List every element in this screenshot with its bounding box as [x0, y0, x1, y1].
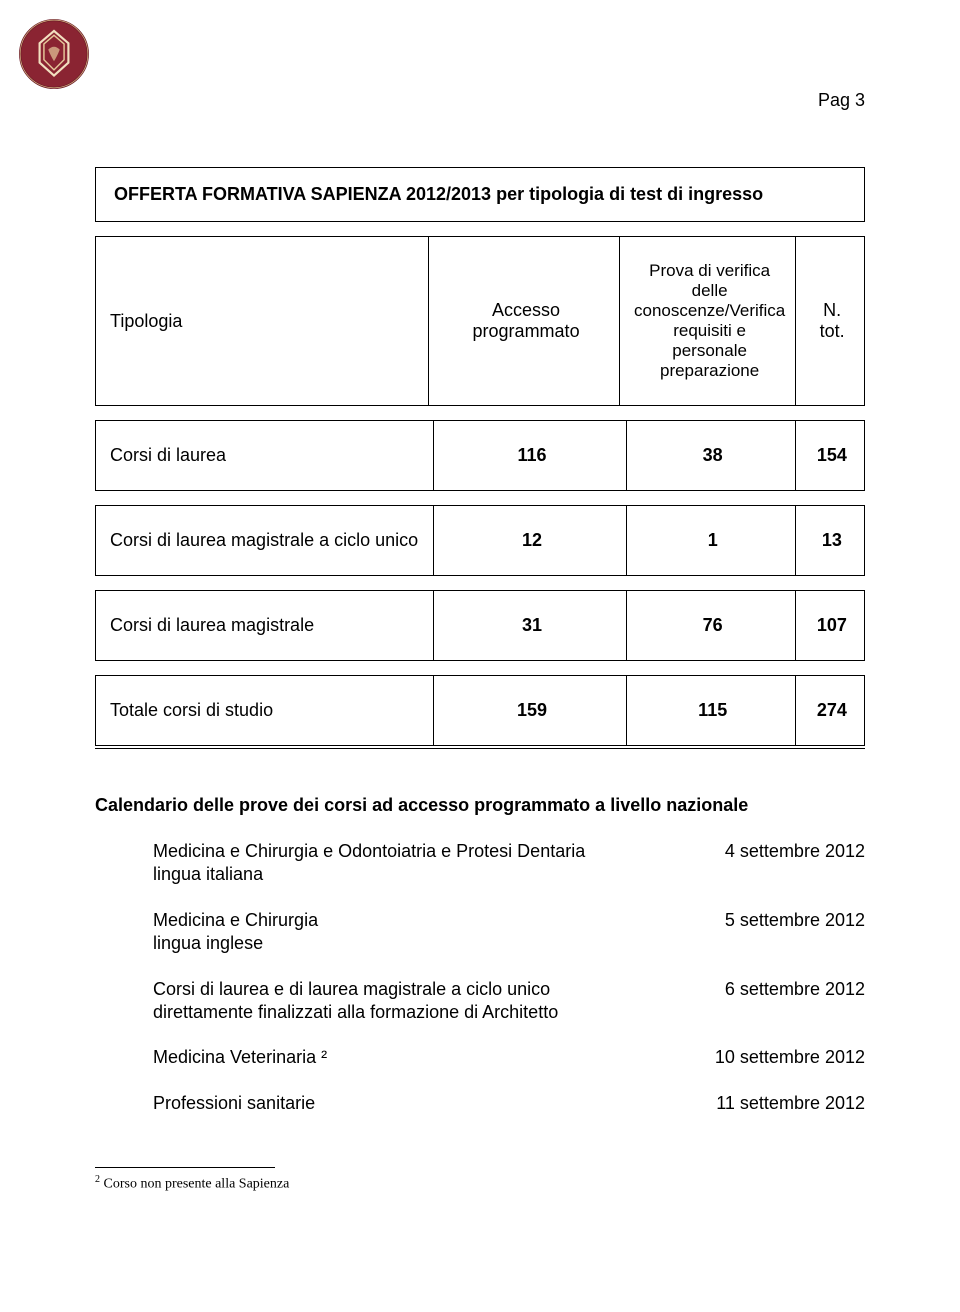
- courses-table: OFFERTA FORMATIVA SAPIENZA 2012/2013 per…: [95, 167, 865, 222]
- calendar-item-left: Professioni sanitarie: [153, 1092, 315, 1115]
- total-c2: 159: [434, 676, 626, 748]
- row-c4: 13: [795, 506, 864, 576]
- footnote-rule: [95, 1167, 275, 1168]
- table-row: Corsi di laurea 116 38 154: [95, 420, 865, 491]
- header-ntot: N. tot.: [796, 237, 865, 406]
- calendar-item-right: 6 settembre 2012: [725, 978, 865, 1025]
- calendar-item: Professioni sanitarie 11 settembre 2012: [153, 1092, 865, 1115]
- row-c3: 1: [626, 506, 795, 576]
- calendar-item-left: Medicina e Chirurgia lingua inglese: [153, 909, 318, 956]
- row-c2: 116: [434, 421, 626, 491]
- courses-header-row: Tipologia Accesso programmato Prova di v…: [95, 236, 865, 406]
- calendar-title: Calendario delle prove dei corsi ad acce…: [95, 795, 865, 816]
- calendar-item-right: 4 settembre 2012: [725, 840, 865, 887]
- university-logo: [18, 18, 90, 90]
- calendar-item-left: Corsi di laurea e di laurea magistrale a…: [153, 978, 623, 1025]
- table-total-row: Totale corsi di studio 159 115 274: [95, 675, 865, 749]
- header-prova: Prova di verifica delle conoscenze/Verif…: [620, 237, 796, 406]
- row-c4: 154: [795, 421, 864, 491]
- calendar-item-right: 5 settembre 2012: [725, 909, 865, 956]
- row-c2: 31: [434, 591, 626, 661]
- calendar-item-left: Medicina Veterinaria ²: [153, 1046, 327, 1069]
- row-label: Corsi di laurea magistrale a ciclo unico: [96, 506, 434, 576]
- footnote-text: Corso non presente alla Sapienza: [100, 1177, 289, 1192]
- table-row: Corsi di laurea magistrale a ciclo unico…: [95, 505, 865, 576]
- calendar-item-left: Medicina e Chirurgia e Odontoiatria e Pr…: [153, 840, 623, 887]
- header-tipologia: Tipologia: [96, 237, 429, 406]
- row-label: Corsi di laurea magistrale: [96, 591, 434, 661]
- calendar-item-right: 10 settembre 2012: [715, 1046, 865, 1069]
- page-number: Pag 3: [95, 90, 865, 111]
- row-c3: 38: [626, 421, 795, 491]
- calendar-item: Medicina Veterinaria ² 10 settembre 2012: [153, 1046, 865, 1069]
- calendar-item: Corsi di laurea e di laurea magistrale a…: [153, 978, 865, 1025]
- row-label: Corsi di laurea: [96, 421, 434, 491]
- row-c3: 76: [626, 591, 795, 661]
- total-c4: 274: [795, 676, 864, 748]
- table-title: OFFERTA FORMATIVA SAPIENZA 2012/2013 per…: [96, 168, 865, 222]
- footnote: 2 Corso non presente alla Sapienza: [95, 1174, 865, 1193]
- calendar-item: Medicina e Chirurgia lingua inglese 5 se…: [153, 909, 865, 956]
- table-row: Corsi di laurea magistrale 31 76 107: [95, 590, 865, 661]
- total-label: Totale corsi di studio: [96, 676, 434, 748]
- header-accesso: Accesso programmato: [429, 237, 620, 406]
- calendar-item-right: 11 settembre 2012: [716, 1092, 865, 1115]
- row-c4: 107: [795, 591, 864, 661]
- row-c2: 12: [434, 506, 626, 576]
- calendar-list: Medicina e Chirurgia e Odontoiatria e Pr…: [95, 840, 865, 1115]
- calendar-item: Medicina e Chirurgia e Odontoiatria e Pr…: [153, 840, 865, 887]
- total-c3: 115: [626, 676, 795, 748]
